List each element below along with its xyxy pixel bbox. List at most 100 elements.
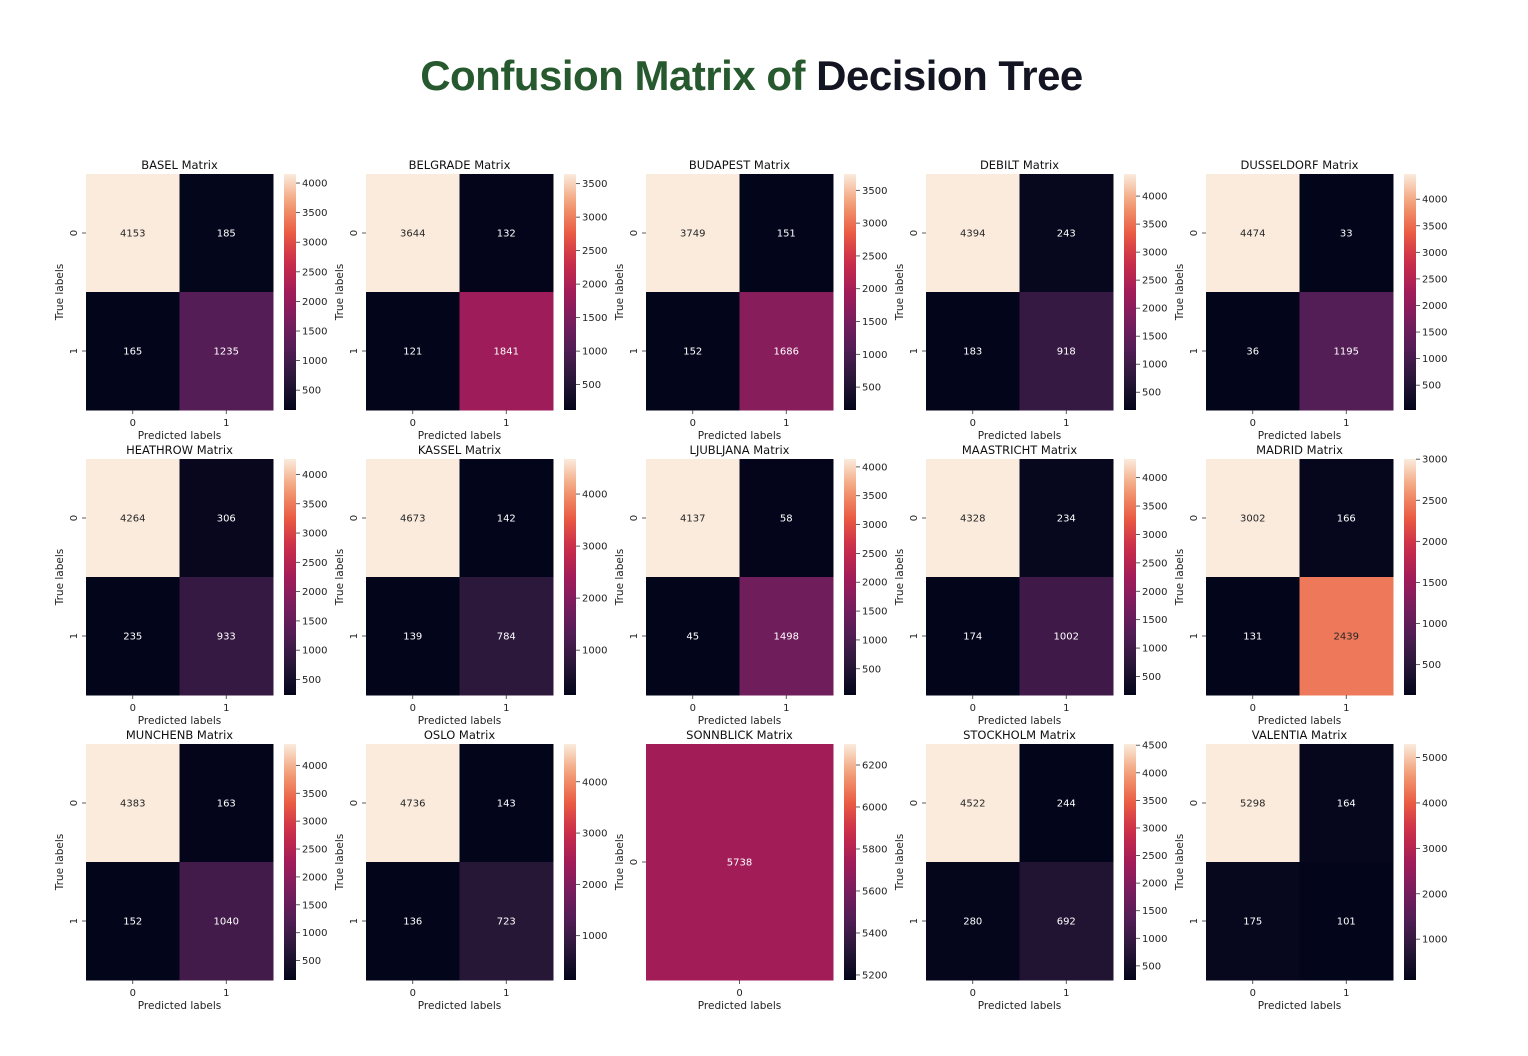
heatmap-cell <box>1206 744 1300 863</box>
cell-value-label: 101 <box>1337 917 1356 928</box>
colorbar-tick-label: 1000 <box>1422 619 1447 630</box>
heatmap-cell <box>179 174 274 293</box>
heatmap-title: OSLO Matrix <box>424 728 495 742</box>
colorbar-tick-label: 1000 <box>582 347 607 358</box>
x-axis-label: Predicted labels <box>1258 1000 1342 1012</box>
heatmap-cell <box>1299 744 1394 863</box>
colorbar-tick-label: 2500 <box>302 558 327 569</box>
x-axis-label: Predicted labels <box>978 715 1062 727</box>
y-tick-label: 1 <box>1189 348 1200 354</box>
colorbar-tick-label: 4000 <box>302 470 327 481</box>
heatmap-cell <box>179 292 274 411</box>
x-axis-label: Predicted labels <box>698 715 782 727</box>
heatmap-cell <box>926 577 1020 696</box>
cell-value-label: 4264 <box>120 514 145 525</box>
x-tick-label: 0 <box>1250 418 1256 429</box>
colorbar-tick-label: 3500 <box>1142 796 1167 807</box>
cell-value-label: 4328 <box>960 514 985 525</box>
x-tick-label: 0 <box>970 418 976 429</box>
colorbar-tick-label: 2000 <box>302 872 327 883</box>
heatmap-cell <box>646 459 740 578</box>
heatmap-cell <box>366 174 460 293</box>
heatmap-cell <box>926 292 1020 411</box>
heatmap-cell <box>646 174 740 293</box>
x-tick-label: 1 <box>1343 418 1349 429</box>
y-axis-label: True labels <box>1174 264 1186 322</box>
colorbar-tick-label: 1500 <box>862 317 887 328</box>
heatmap-title: KASSEL Matrix <box>418 443 502 457</box>
heatmap-cell <box>366 577 460 696</box>
colorbar-tick-label: 4000 <box>582 490 607 501</box>
x-axis-label: Predicted labels <box>418 430 502 442</box>
x-tick-label: 0 <box>970 703 976 714</box>
heatmap-cell <box>739 174 834 293</box>
colorbar-tick-label: 5800 <box>862 844 887 855</box>
y-axis-label: True labels <box>894 264 906 322</box>
heatmap-cell <box>1019 744 1114 863</box>
colorbar-tick-label: 2500 <box>862 251 887 262</box>
y-tick-label: 1 <box>629 348 640 354</box>
y-tick-label: 0 <box>69 800 80 806</box>
x-tick-label: 0 <box>736 988 742 999</box>
colorbar-tick-label: 500 <box>1422 381 1441 392</box>
cell-value-label: 121 <box>403 347 422 358</box>
cell-value-label: 4736 <box>400 799 425 810</box>
y-tick-label: 0 <box>629 230 640 236</box>
colorbar-tick-label: 3500 <box>302 789 327 800</box>
heatmap-title: BELGRADE Matrix <box>409 158 511 172</box>
heatmap-cell <box>1019 459 1114 578</box>
cell-value-label: 4673 <box>400 514 425 525</box>
heatmap-cell <box>1299 862 1394 981</box>
heatmap-cell <box>1299 577 1394 696</box>
cell-value-label: 33 <box>1340 229 1353 240</box>
y-tick-label: 0 <box>69 230 80 236</box>
y-axis-label: True labels <box>614 834 626 892</box>
colorbar <box>1124 459 1136 695</box>
x-tick-label: 1 <box>1063 418 1069 429</box>
cell-value-label: 185 <box>217 229 236 240</box>
cell-value-label: 143 <box>497 799 516 810</box>
colorbar-tick-label: 3500 <box>862 491 887 502</box>
colorbar-tick-label: 1500 <box>1142 906 1167 917</box>
y-tick-label: 0 <box>1189 515 1200 521</box>
colorbar-tick-label: 2500 <box>302 267 327 278</box>
cell-value-label: 918 <box>1057 347 1076 358</box>
heatmap-cell <box>86 862 180 981</box>
y-axis-label: True labels <box>1174 549 1186 607</box>
colorbar-tick-label: 2000 <box>302 587 327 598</box>
cell-value-label: 139 <box>403 632 422 643</box>
x-axis-label: Predicted labels <box>978 430 1062 442</box>
heatmap-cell <box>739 292 834 411</box>
colorbar-tick-label: 1000 <box>1422 935 1447 946</box>
cell-value-label: 174 <box>963 632 982 643</box>
y-tick-label: 1 <box>349 918 360 924</box>
cell-value-label: 4522 <box>960 799 985 810</box>
cell-value-label: 306 <box>217 514 236 525</box>
colorbar-tick-label: 4000 <box>302 761 327 772</box>
y-tick-label: 1 <box>909 633 920 639</box>
cell-value-label: 175 <box>1243 917 1262 928</box>
colorbar-tick-label: 2000 <box>1422 889 1447 900</box>
colorbar <box>284 744 296 980</box>
cell-value-label: 3644 <box>400 229 425 240</box>
colorbar-tick-label: 1500 <box>862 607 887 618</box>
heatmap-cell <box>1299 174 1394 293</box>
colorbar-tick-label: 3000 <box>582 213 607 224</box>
colorbar-tick-label: 500 <box>1142 672 1161 683</box>
y-axis-label: True labels <box>894 549 906 607</box>
colorbar-tick-label: 500 <box>862 383 881 394</box>
colorbar-tick-label: 1000 <box>1422 354 1447 365</box>
cell-value-label: 166 <box>1337 514 1356 525</box>
cell-value-label: 234 <box>1057 514 1076 525</box>
cell-value-label: 142 <box>497 514 516 525</box>
colorbar <box>1124 744 1136 980</box>
colorbar-tick-label: 3000 <box>1142 823 1167 834</box>
cell-value-label: 235 <box>123 632 142 643</box>
x-axis-label: Predicted labels <box>418 715 502 727</box>
x-axis-label: Predicted labels <box>138 715 222 727</box>
